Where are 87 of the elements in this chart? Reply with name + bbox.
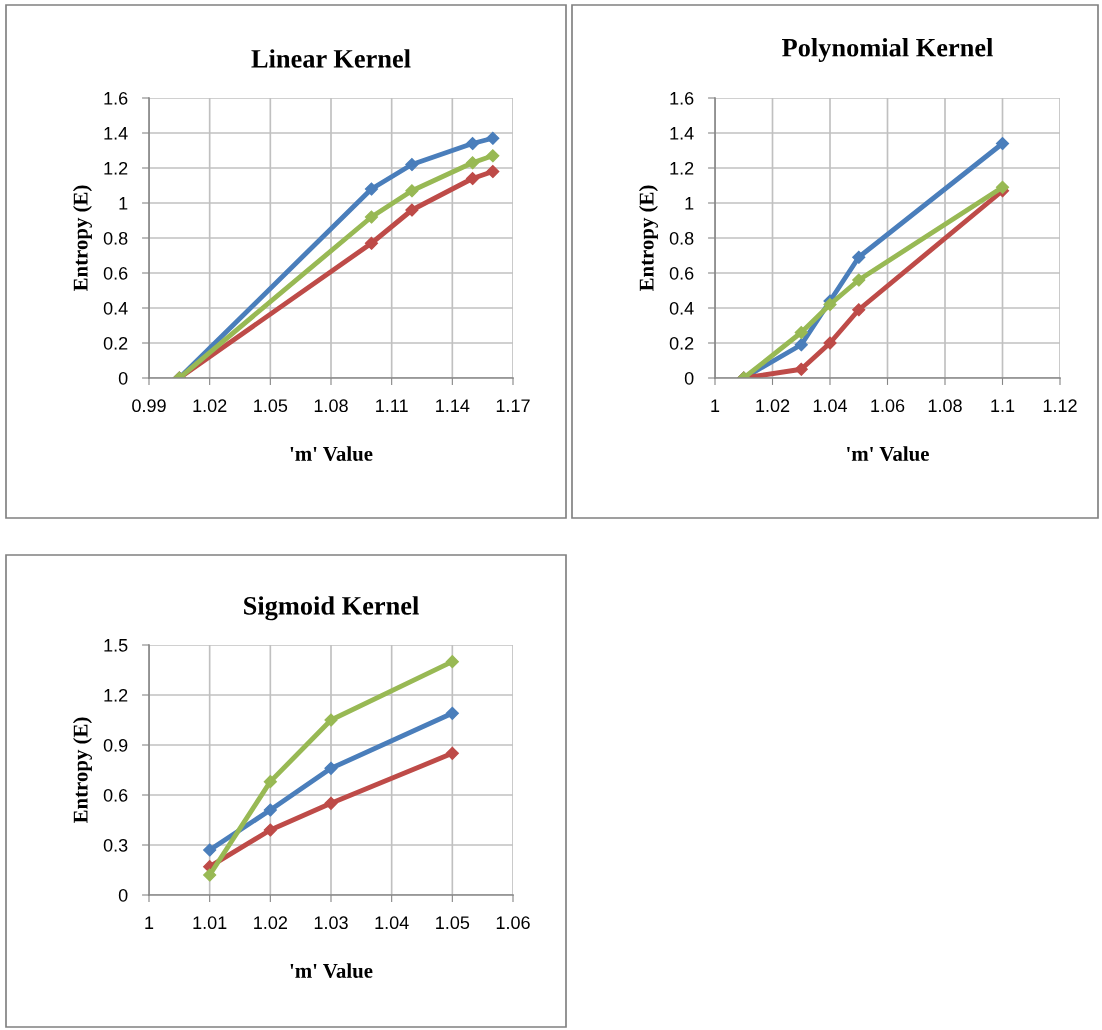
- x-tick-label: 1: [145, 916, 154, 929]
- point: [263, 823, 277, 837]
- point: [445, 746, 459, 760]
- x-tick-label: 1.06: [496, 916, 530, 930]
- x-tick-label: 1.17: [496, 399, 530, 412]
- x-axis-title: 'm' Value: [290, 446, 373, 461]
- x-tick-label: 1.06: [871, 399, 905, 413]
- x-tick-label: 1: [711, 399, 720, 412]
- x-axis-title: 'm' Value: [290, 963, 373, 978]
- point: [445, 655, 459, 669]
- y-tick-label: 0.3: [103, 838, 128, 852]
- x-tick-label: 1.04: [813, 399, 848, 413]
- x-tick-label: 1.14: [436, 399, 470, 412]
- point: [486, 131, 500, 145]
- x-tick-label: 1.11: [376, 399, 408, 412]
- x-tick-label: 1.12: [1043, 399, 1077, 412]
- y-tick-label: 0.2: [669, 336, 694, 350]
- x-tick-label: 1.05: [254, 399, 288, 413]
- point: [364, 236, 379, 250]
- y-tick-label: 0.2: [103, 336, 128, 350]
- y-tick-label: 0: [118, 888, 128, 902]
- y-axis-title: Entropy (E): [639, 185, 658, 291]
- y-tick-label: 0: [684, 371, 694, 385]
- point: [263, 803, 277, 817]
- chart-title: Polynomial Kernel: [782, 38, 993, 63]
- y-axis-title: Entropy (E): [73, 185, 92, 291]
- y-tick-label: 0.8: [669, 231, 694, 245]
- point: [823, 297, 837, 312]
- x-tick-label: 1.02: [193, 399, 227, 413]
- x-axis-title: 'm' Value: [847, 446, 929, 461]
- y-tick-label: 0.9: [103, 738, 128, 752]
- y-tick-label: 1.2: [104, 688, 128, 702]
- point: [203, 868, 217, 882]
- y-tick-label: 0.8: [103, 231, 128, 245]
- point: [263, 775, 277, 789]
- chart-title: Sigmoid Kernel: [244, 596, 419, 621]
- chart-title: Linear Kernel: [251, 49, 411, 68]
- point: [324, 713, 338, 727]
- point: [465, 136, 480, 151]
- point: [465, 156, 480, 170]
- point: [405, 157, 419, 172]
- y-tick-label: 0: [118, 371, 128, 385]
- y-tick-label: 1.2: [104, 161, 128, 175]
- y-tick-label: 1.4: [104, 127, 128, 140]
- y-tick-label: 1: [685, 197, 694, 210]
- y-tick-label: 1.6: [104, 91, 128, 105]
- y-tick-label: 0.6: [103, 266, 128, 280]
- y-tick-label: 0.6: [103, 788, 128, 802]
- x-tick-label: 1.1: [991, 399, 1015, 412]
- x-tick-label: 1.03: [314, 916, 348, 930]
- x-tick-label: 1.02: [254, 916, 287, 930]
- point: [364, 210, 379, 224]
- y-axis-title: Entropy (E): [73, 717, 92, 823]
- y-tick-label: 0.6: [669, 266, 694, 280]
- x-tick-label: 1.08: [314, 399, 348, 413]
- y-tick-label: 1.4: [670, 127, 694, 140]
- y-tick-label: 1.2: [670, 161, 694, 175]
- x-tick-label: 1.05: [436, 916, 470, 930]
- point: [486, 149, 500, 163]
- point: [486, 164, 500, 179]
- x-tick-label: 0.99: [132, 399, 166, 413]
- point: [794, 325, 808, 340]
- y-tick-label: 1: [119, 197, 128, 210]
- point: [465, 171, 480, 186]
- point: [794, 338, 808, 352]
- x-tick-label: 1.08: [928, 399, 962, 413]
- point: [823, 336, 837, 350]
- point: [794, 362, 808, 376]
- point: [852, 250, 866, 264]
- point: [995, 136, 1010, 151]
- point: [405, 203, 419, 217]
- y-tick-label: 1.6: [670, 91, 694, 105]
- y-tick-label: 0.4: [669, 301, 694, 315]
- point: [324, 761, 338, 775]
- x-tick-label: 1.01: [193, 916, 227, 930]
- y-tick-label: 0.4: [103, 301, 128, 315]
- point: [995, 180, 1010, 194]
- point: [405, 184, 419, 198]
- point: [852, 303, 866, 317]
- point: [852, 273, 866, 287]
- x-tick-label: 1.02: [756, 399, 790, 413]
- point: [203, 843, 217, 857]
- point: [445, 706, 459, 720]
- point: [364, 182, 379, 196]
- x-tick-label: 1.04: [375, 916, 409, 930]
- y-tick-label: 1.5: [104, 639, 128, 652]
- point: [324, 796, 338, 810]
